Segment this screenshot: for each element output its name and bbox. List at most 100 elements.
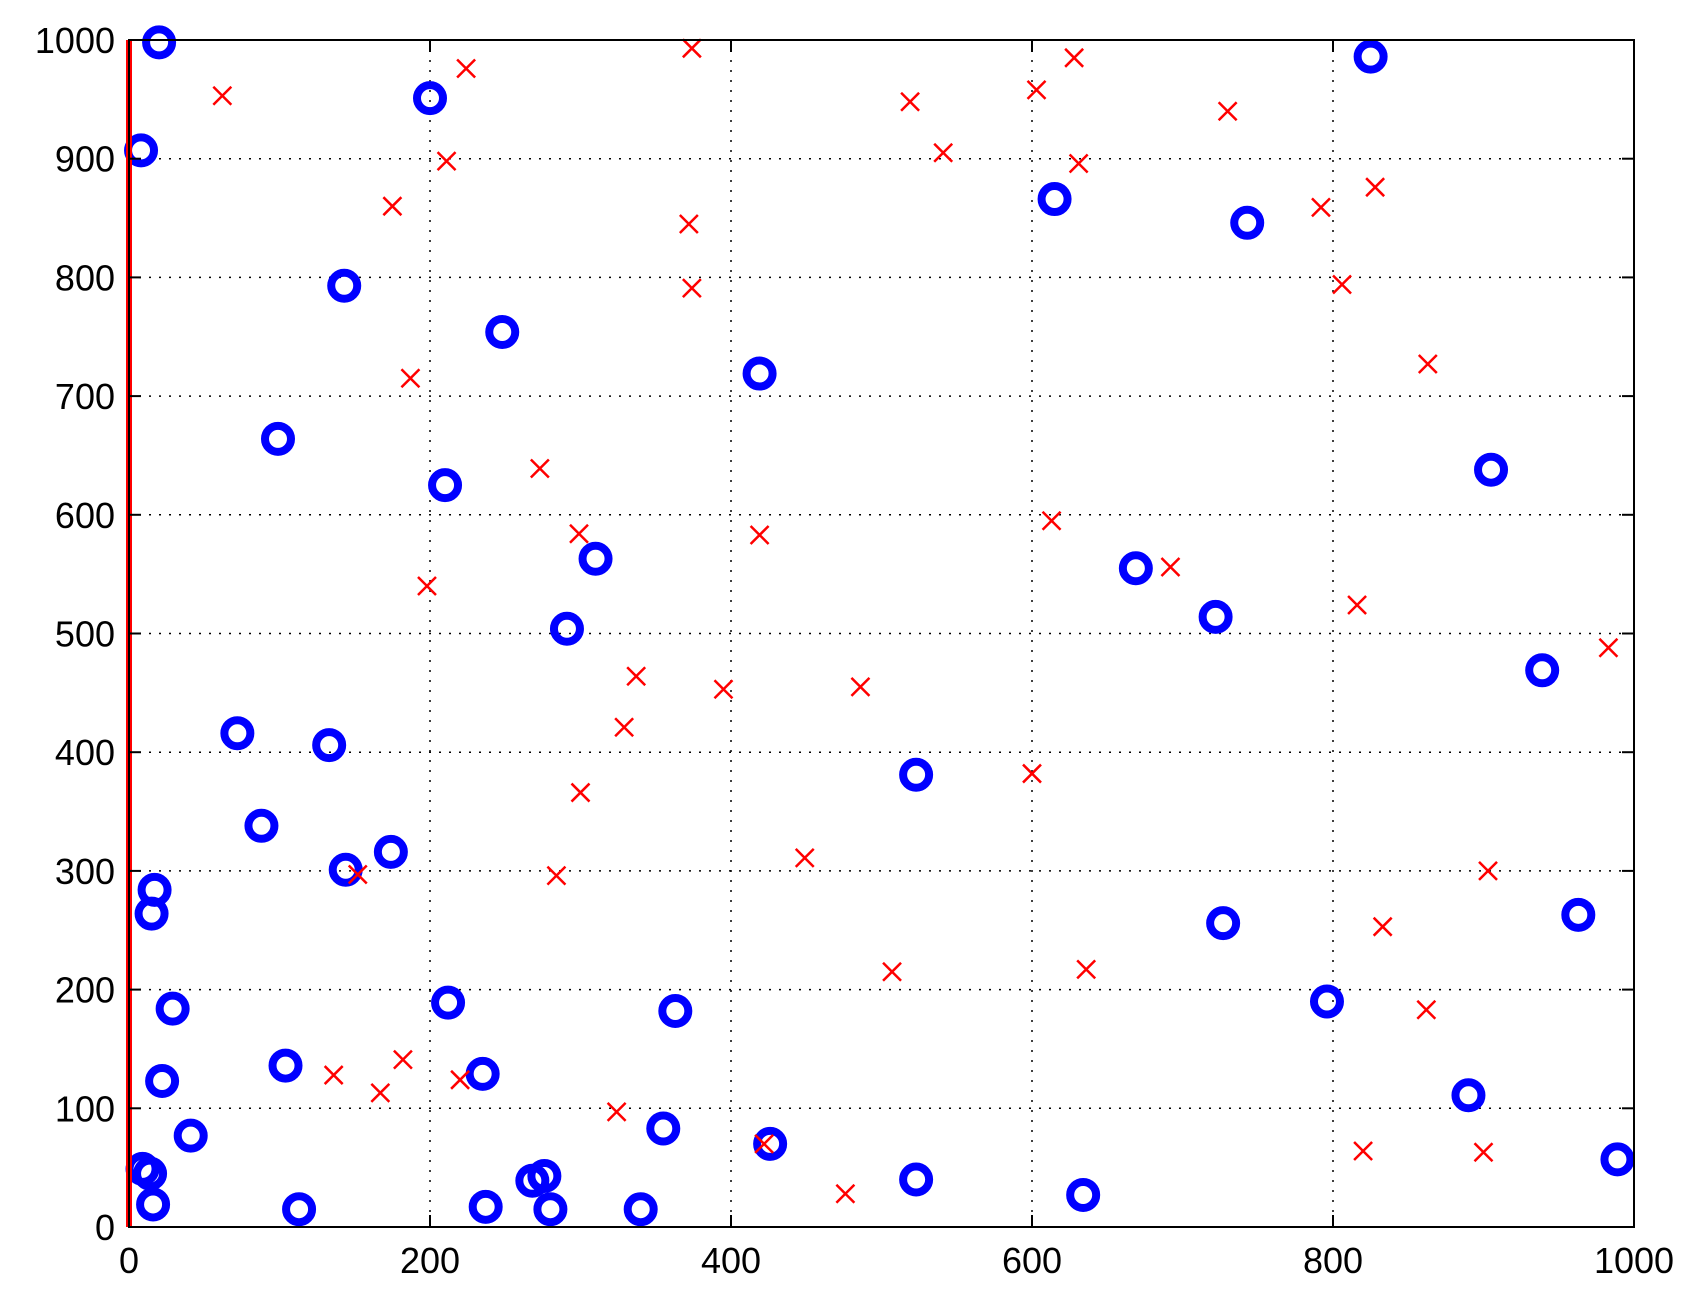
circle-marker [899,1162,934,1197]
x-marker [1353,1141,1373,1161]
x-marker [1473,1142,1494,1163]
circle-marker [134,896,169,931]
x-marker [794,847,815,868]
circle-marker [1066,1177,1101,1212]
x-marker [900,91,920,112]
x-marker [882,961,902,982]
circle-marker [1037,182,1072,217]
circle-marker [899,757,934,792]
circle-marker [578,541,613,576]
circle-marker [1561,897,1596,932]
circle-marker [413,81,447,116]
x-marker [1365,177,1386,198]
x-marker [713,679,734,700]
circle-marker [485,315,520,350]
series-0 [124,25,1635,1227]
x-tick-label: 400 [701,1240,761,1281]
x-marker [1417,354,1438,374]
circle-marker [1309,984,1344,1019]
circle-marker [1451,1078,1486,1113]
circle-marker [742,356,777,391]
y-tick-label: 100 [55,1088,115,1129]
x-marker [456,58,477,79]
circle-marker [646,1111,681,1146]
x-marker [678,214,699,234]
circle-marker [260,421,295,456]
x-marker [1041,510,1062,531]
circle-marker [465,1056,500,1091]
x-marker [382,196,403,217]
circle-marker [142,25,177,60]
x-marker [569,523,589,544]
grid-lines [129,40,1634,1227]
circle-marker [1206,906,1241,941]
y-tick-label: 200 [55,970,115,1011]
x-marker [417,576,437,596]
circle-marker [373,834,408,869]
circle-marker [468,1189,503,1224]
x-tick-label: 600 [1002,1240,1062,1281]
circle-marker [145,1063,180,1098]
x-marker [749,525,770,545]
circle-marker [155,991,190,1026]
x-marker [681,278,702,298]
circle-marker [1353,39,1388,74]
circle-marker [268,1048,303,1083]
circle-marker [428,468,463,503]
circle-marker [327,268,362,303]
axes [128,39,1635,1228]
x-marker [1311,197,1331,218]
x-marker [529,458,550,479]
circle-marker [312,728,347,763]
circle-marker [1198,599,1233,634]
x-tick-label: 800 [1303,1240,1363,1281]
circle-marker [220,716,255,751]
x-marker [450,1069,470,1090]
x-marker [1217,101,1238,122]
x-marker [393,1049,413,1070]
x-marker [400,368,421,389]
x-marker [681,38,702,59]
circle-marker [282,1192,317,1227]
tick-labels: 0 200 400 600 800 1000 0 100 200 300 400 500 600 700 8… [35,20,1674,1281]
x-marker [1478,861,1498,881]
y-tick-label: 900 [55,139,115,180]
x-marker [1332,274,1352,295]
y-tick-label: 400 [55,732,115,773]
y-tick-label: 1000 [35,20,115,61]
circle-marker [658,993,693,1028]
circle-marker [1474,452,1509,487]
x-marker [436,151,457,171]
x-marker [347,864,368,885]
circle-marker [1600,1142,1635,1177]
circle-marker [136,1187,171,1222]
x-marker [1160,557,1181,577]
circle-marker [753,1126,788,1161]
circle-marker [623,1192,658,1227]
x-marker [370,1082,391,1103]
circle-marker [527,1158,562,1193]
x-marker [606,1101,627,1122]
x-marker [1068,153,1089,174]
circle-marker [244,808,279,843]
x-marker [212,85,233,106]
x-marker [1347,595,1367,615]
x-marker [626,666,647,687]
y-tick-label: 0 [95,1207,115,1248]
circle-marker [1525,653,1560,688]
circle-marker [1230,205,1265,240]
x-marker [1064,47,1085,68]
y-tick-label: 500 [55,614,115,655]
x-marker [614,717,635,738]
circle-marker [1118,551,1153,586]
x-marker [1026,79,1047,100]
x-marker [546,865,567,886]
series-1 [212,38,1619,1204]
x-marker [1372,916,1393,937]
x-marker [754,1134,774,1154]
x-marker [850,677,871,697]
x-tick-label: 1000 [1594,1240,1674,1281]
x-marker [323,1065,344,1085]
x-marker [835,1183,856,1204]
